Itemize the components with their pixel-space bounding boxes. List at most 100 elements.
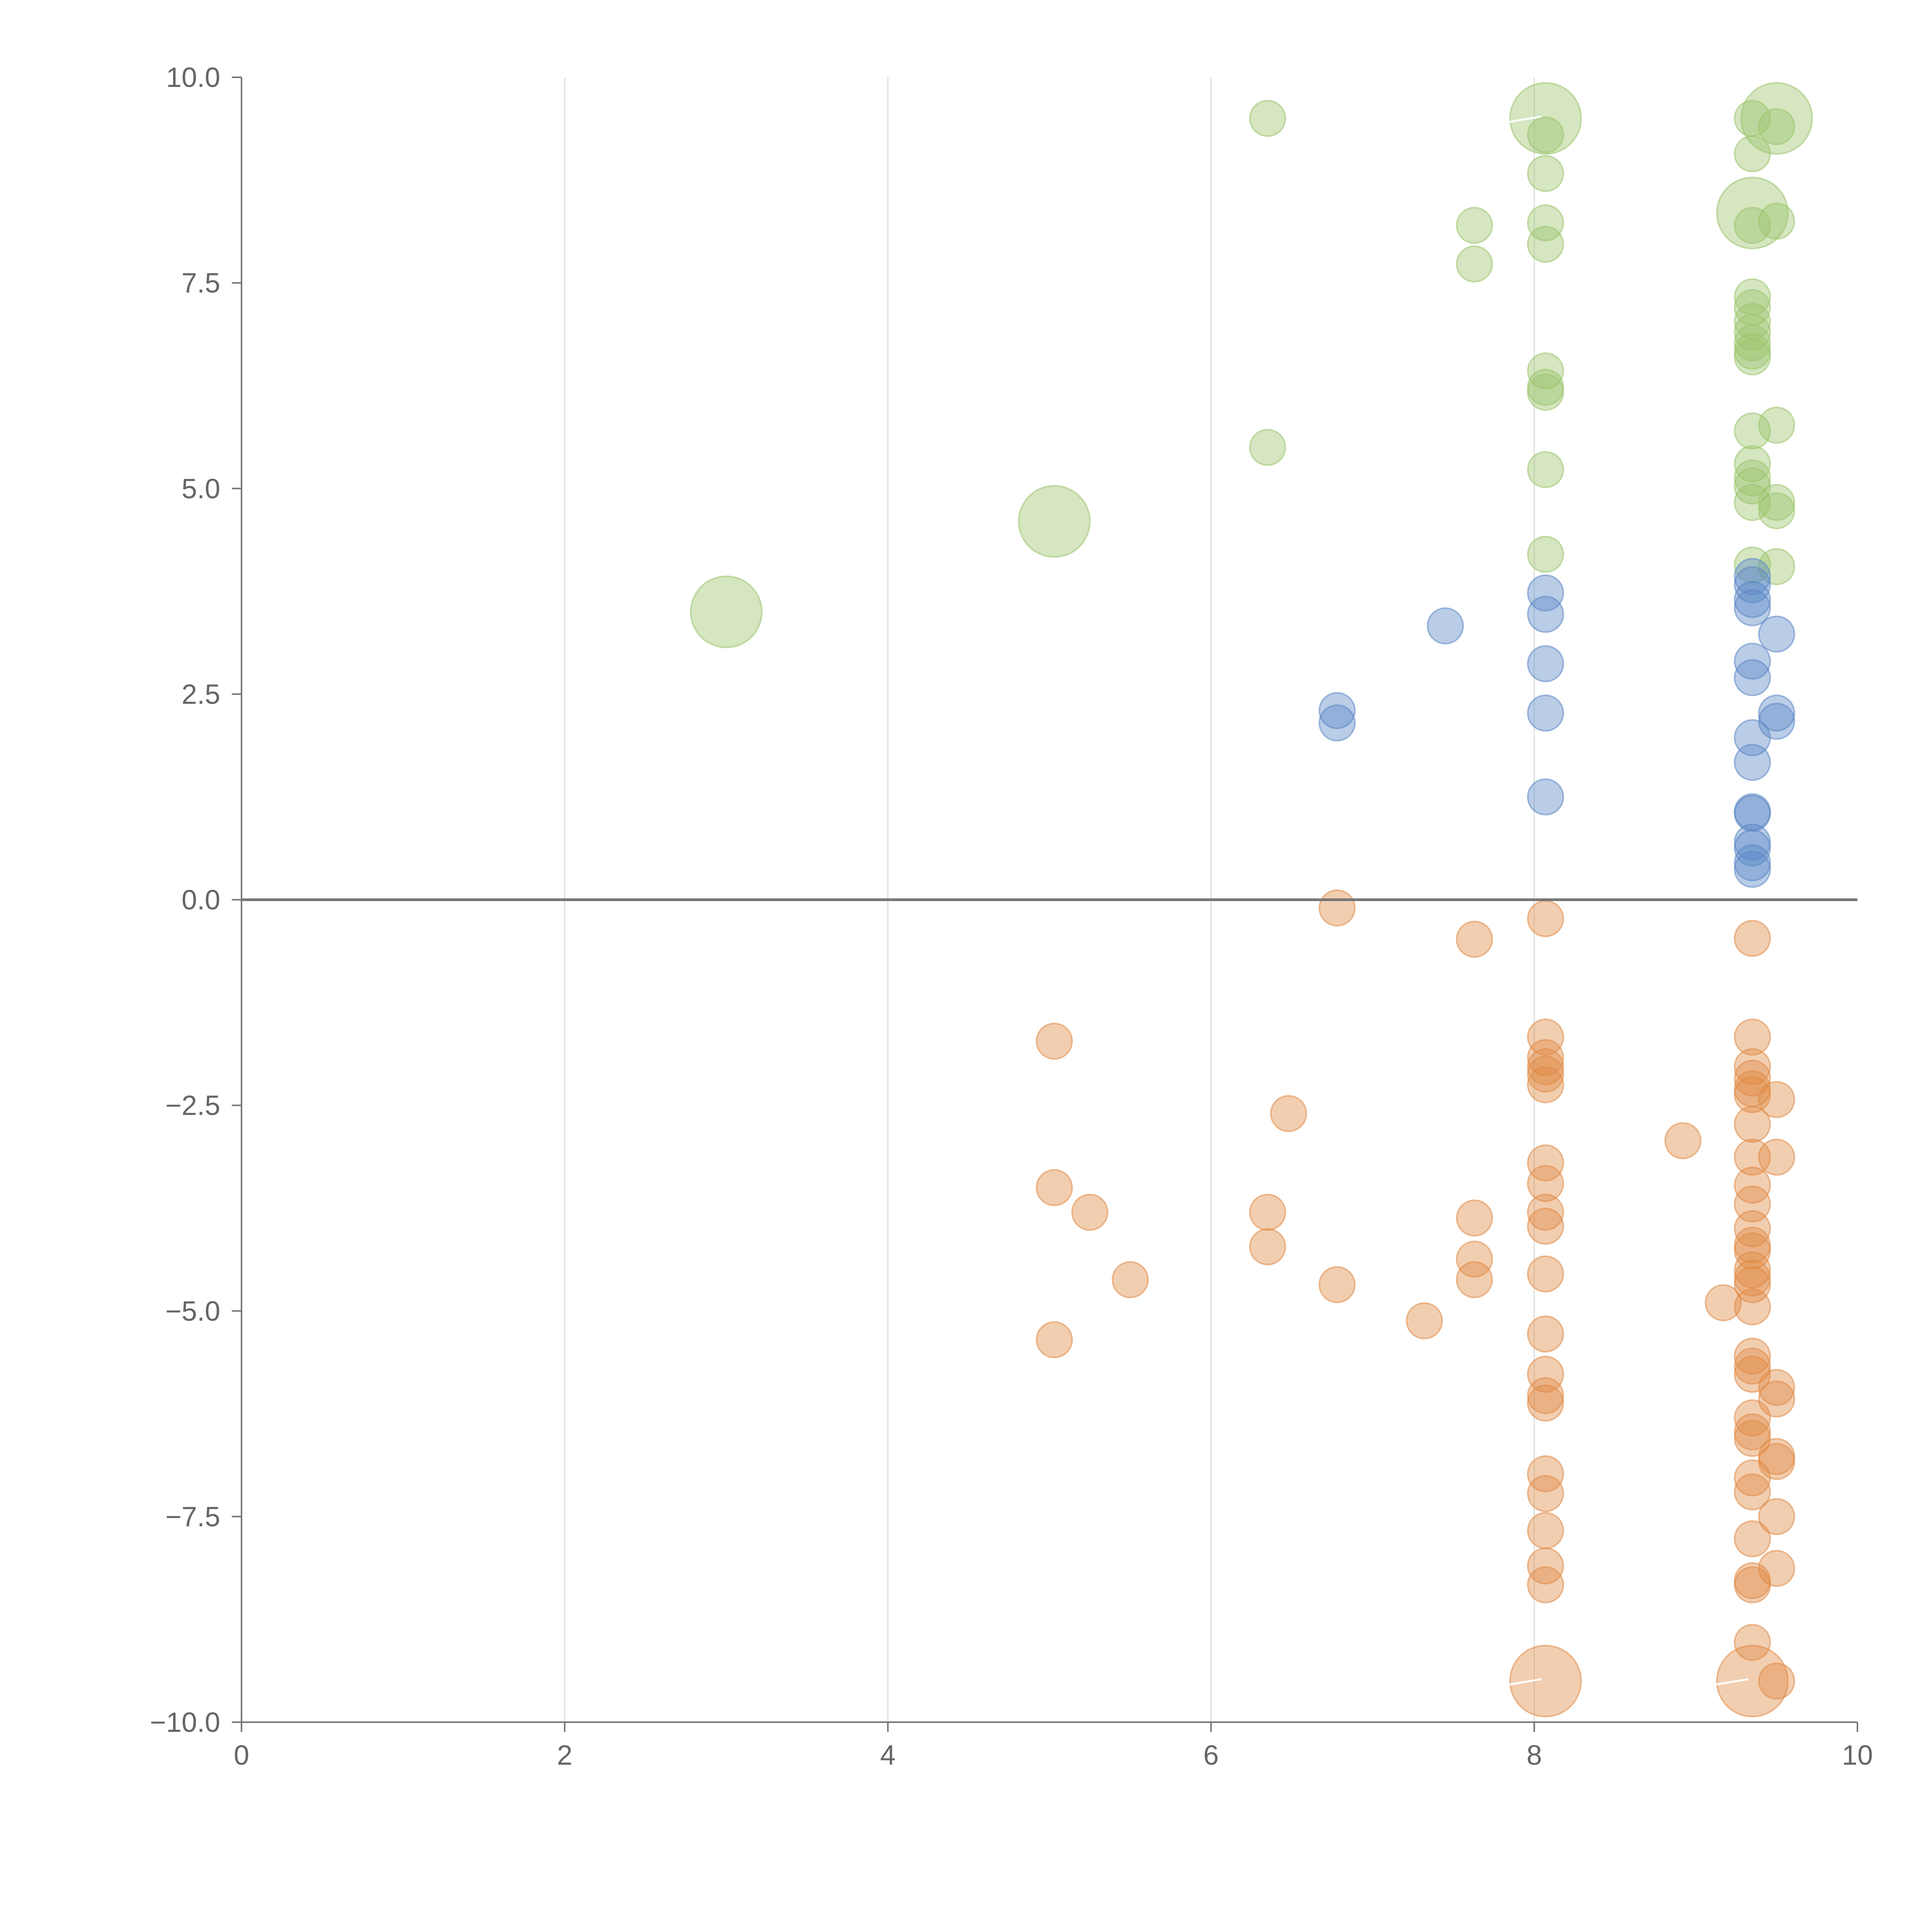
- data-point-orange: [1527, 1377, 1564, 1414]
- data-point-orange: [1527, 1455, 1564, 1493]
- y-tick-label: 2.5: [182, 679, 220, 710]
- data-point-orange: [1527, 1255, 1564, 1293]
- data-point-blue: [1527, 595, 1564, 633]
- data-point-green: [690, 575, 763, 648]
- data-point-orange: [1527, 1355, 1564, 1393]
- data-point-orange: [1456, 1199, 1493, 1237]
- data-point-orange: [1734, 1355, 1771, 1393]
- data-point-orange: [1734, 1018, 1771, 1056]
- annotation-leader: [1507, 1678, 1542, 1686]
- data-point-blue: [1734, 744, 1771, 781]
- data-point-green: [1527, 226, 1564, 263]
- annotation-leader: [1713, 1678, 1749, 1686]
- data-point-orange: [1527, 900, 1564, 937]
- data-point-orange: [1758, 1081, 1795, 1118]
- data-point-orange: [1071, 1194, 1109, 1231]
- data-point-orange: [1509, 1645, 1582, 1718]
- data-point-blue: [1527, 645, 1564, 682]
- data-point-blue: [1734, 829, 1771, 867]
- data-points: [690, 82, 1813, 1718]
- x-tick-label: 2: [557, 1740, 572, 1771]
- data-point-orange: [1112, 1261, 1149, 1298]
- data-point-orange: [1734, 1288, 1771, 1326]
- data-point-green: [1758, 492, 1795, 529]
- data-point-blue: [1758, 702, 1795, 740]
- data-point-green: [1734, 207, 1771, 244]
- y-tick-label: 7.5: [182, 268, 220, 299]
- data-point-orange: [1704, 1284, 1742, 1321]
- y-tick-label: 5.0: [182, 473, 220, 504]
- x-tick-label: 8: [1527, 1740, 1542, 1771]
- data-point-orange: [1036, 1169, 1073, 1206]
- point-labels: PE K R: [1444, 90, 1749, 1709]
- data-point-orange: [1758, 1380, 1795, 1418]
- y-tick-label: −5.0: [165, 1296, 220, 1327]
- y-tick-label: −7.5: [165, 1502, 220, 1532]
- data-point-blue: [1734, 795, 1771, 832]
- data-point-orange: [1664, 1122, 1702, 1160]
- data-point-blue: [1527, 694, 1564, 732]
- data-point-orange: [1036, 1321, 1073, 1359]
- data-point-orange: [1527, 1384, 1564, 1422]
- data-point-orange: [1734, 1232, 1771, 1270]
- data-point-orange: [1249, 1228, 1286, 1265]
- data-point-green: [1527, 155, 1564, 192]
- data-point-orange: [1527, 1039, 1564, 1077]
- annotation-label: K: [1477, 1653, 1511, 1709]
- data-point-orange: [1734, 1076, 1771, 1113]
- data-point-blue: [1318, 692, 1356, 729]
- data-point-blue: [1527, 574, 1564, 612]
- data-point-green: [1734, 445, 1771, 483]
- data-point-blue: [1734, 581, 1771, 618]
- data-point-orange: [1456, 920, 1493, 958]
- data-point-orange: [1456, 1261, 1493, 1298]
- data-point-orange: [1527, 1018, 1564, 1056]
- data-point-orange: [1716, 1645, 1789, 1718]
- data-point-orange: [1527, 1055, 1564, 1093]
- data-point-orange: [1734, 1251, 1771, 1289]
- data-point-orange: [1758, 1369, 1795, 1406]
- annotation-label: R: [1681, 1653, 1718, 1709]
- annotation-label: PE: [1444, 90, 1510, 146]
- data-point-green: [1018, 485, 1091, 558]
- data-point-orange: [1734, 920, 1771, 957]
- data-point-orange: [1318, 1266, 1356, 1303]
- data-point-orange: [1734, 1048, 1771, 1085]
- data-point-blue: [1318, 704, 1356, 742]
- data-point-green: [1249, 429, 1286, 466]
- data-point-green: [1758, 484, 1795, 521]
- data-point-green: [1249, 100, 1286, 137]
- data-point-blue: [1734, 659, 1771, 696]
- data-point-orange: [1758, 1498, 1795, 1535]
- data-point-orange: [1270, 1095, 1307, 1132]
- data-point-blue: [1427, 607, 1464, 645]
- data-point-green: [1734, 412, 1771, 450]
- data-point-orange: [1758, 1138, 1795, 1176]
- axes: 0 2 4 6 8 10 −10.0 −7.5 −5.0 −2.5 0.0 2.5 5.0 7.5 10.0: [150, 62, 1873, 1771]
- data-point-orange: [1527, 1194, 1564, 1231]
- data-point-green: [1734, 338, 1771, 376]
- data-point-orange: [1527, 1165, 1564, 1202]
- data-point-orange: [1036, 1022, 1073, 1060]
- data-point-orange: [1527, 1547, 1564, 1585]
- x-tick-label: 0: [234, 1740, 249, 1771]
- data-point-orange: [1734, 1266, 1771, 1303]
- data-point-orange: [1734, 1473, 1771, 1511]
- data-point-green: [1740, 82, 1813, 155]
- x-tick-label: 4: [880, 1740, 896, 1771]
- x-tick-label: 10: [1842, 1740, 1873, 1771]
- data-point-orange: [1734, 1105, 1771, 1143]
- y-tick-label: 10.0: [166, 62, 220, 93]
- data-point-orange: [1758, 1662, 1795, 1700]
- data-point-orange: [1527, 1512, 1564, 1549]
- y-tick-label: −10.0: [150, 1707, 220, 1738]
- data-point-green: [1734, 546, 1771, 584]
- data-point-green: [1527, 204, 1564, 242]
- data-point-orange: [1527, 1144, 1564, 1182]
- data-point-orange: [1527, 1315, 1564, 1353]
- annotation-leader: [1507, 115, 1542, 123]
- data-point-green: [1716, 177, 1789, 250]
- data-point-orange: [1758, 1443, 1795, 1480]
- data-point-green: [1758, 202, 1795, 240]
